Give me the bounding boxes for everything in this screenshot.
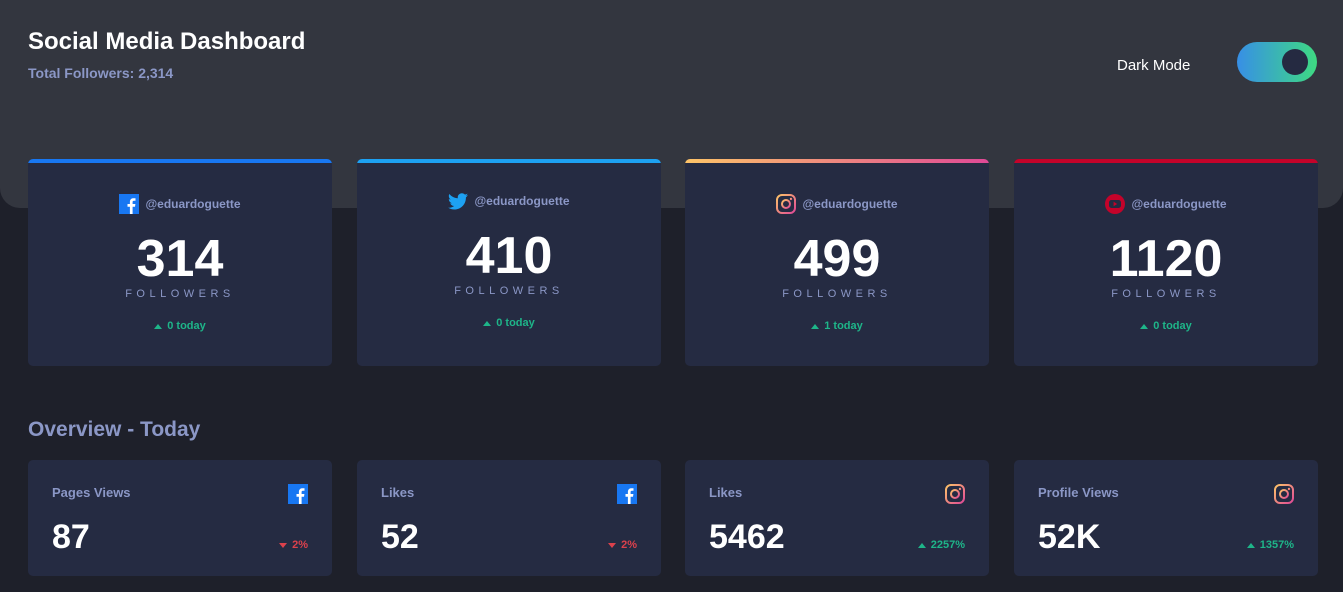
overview-card-page-views[interactable]: Pages Views 87 2% [28,460,332,576]
overview-card-likes-facebook[interactable]: Likes 52 2% [357,460,661,576]
followers-label: FOLLOWERS [782,288,892,300]
today-change-text: 1 today [824,320,863,332]
overview-label: Likes [709,485,743,500]
instagram-icon [776,194,797,214]
dark-mode-toggle[interactable] [1237,42,1317,82]
followers-label: FOLLOWERS [125,288,235,300]
card-accent-bar [357,159,661,163]
card-facebook[interactable]: @eduardoguette 314 FOLLOWERS 0 today [28,159,332,366]
twitter-icon [448,192,469,210]
overview-change: 2% [279,539,308,551]
arrow-up-icon [154,323,163,329]
card-handle: @eduardoguette [474,194,570,208]
today-change: 0 today [357,317,661,329]
overview-card-likes-instagram[interactable]: Likes 5462 2257% [685,460,989,576]
card-handle-row: @eduardoguette [685,194,989,214]
youtube-icon [1105,194,1126,214]
overview-change-text: 2257% [930,539,965,551]
overview-change-text: 1357% [1259,539,1294,551]
overview-change: 2% [608,539,637,551]
follower-count: 314 [136,230,224,288]
card-instagram[interactable]: @eduardoguette 499 FOLLOWERS 1 today [685,159,989,366]
overview-value: 5462 [709,518,785,556]
arrow-up-icon [1140,323,1149,329]
overview-change: 2257% [917,539,965,551]
arrow-up-icon [1246,542,1255,548]
card-twitter[interactable]: @eduardoguette 410 FOLLOWERS 0 today [357,159,661,366]
card-handle: @eduardoguette [1131,197,1227,211]
facebook-icon [288,484,308,504]
overview-label: Pages Views [52,485,131,500]
overview-change-text: 2% [292,539,308,551]
card-youtube[interactable]: @eduardoguette 1120 FOLLOWERS 0 today [1014,159,1318,366]
follower-count: 1120 [1109,230,1223,288]
overview-change: 1357% [1246,539,1294,551]
overview-card-profile-views[interactable]: Profile Views 52K 1357% [1014,460,1318,576]
facebook-icon [617,484,637,504]
card-handle-row: @eduardoguette [28,194,332,214]
overview-value: 52 [381,518,419,556]
overview-label: Likes [381,485,415,500]
today-change: 0 today [28,320,332,332]
overview-change-text: 2% [621,539,637,551]
overview-value: 52K [1038,518,1101,556]
total-followers: Total Followers: 2,314 [28,65,174,81]
card-handle: @eduardoguette [802,197,898,211]
card-handle-row: @eduardoguette [357,191,661,211]
arrow-up-icon [483,320,492,326]
today-change-text: 0 today [496,317,535,329]
followers-label: FOLLOWERS [1111,288,1221,300]
followers-label: FOLLOWERS [454,285,564,297]
follower-count: 499 [793,230,881,288]
dark-mode-label: Dark Mode [1117,57,1191,74]
card-accent-bar [685,159,989,163]
arrow-up-icon [917,542,926,548]
overview-value: 87 [52,518,90,556]
today-change: 0 today [1014,320,1318,332]
today-change-text: 0 today [1153,320,1192,332]
facebook-icon [119,194,140,214]
instagram-icon [945,484,965,504]
arrow-up-icon [811,323,820,329]
card-handle: @eduardoguette [145,197,241,211]
page-title: Social Media Dashboard [28,28,306,55]
toggle-knob [1282,49,1308,75]
instagram-icon [1274,484,1294,504]
overview-title: Overview - Today [28,418,201,441]
card-accent-bar [1014,159,1318,163]
follower-count: 410 [465,227,553,285]
today-change: 1 today [685,320,989,332]
card-accent-bar [28,159,332,163]
arrow-down-icon [279,542,288,548]
card-handle-row: @eduardoguette [1014,194,1318,214]
arrow-down-icon [608,542,617,548]
today-change-text: 0 today [167,320,206,332]
overview-label: Profile Views [1038,485,1119,500]
